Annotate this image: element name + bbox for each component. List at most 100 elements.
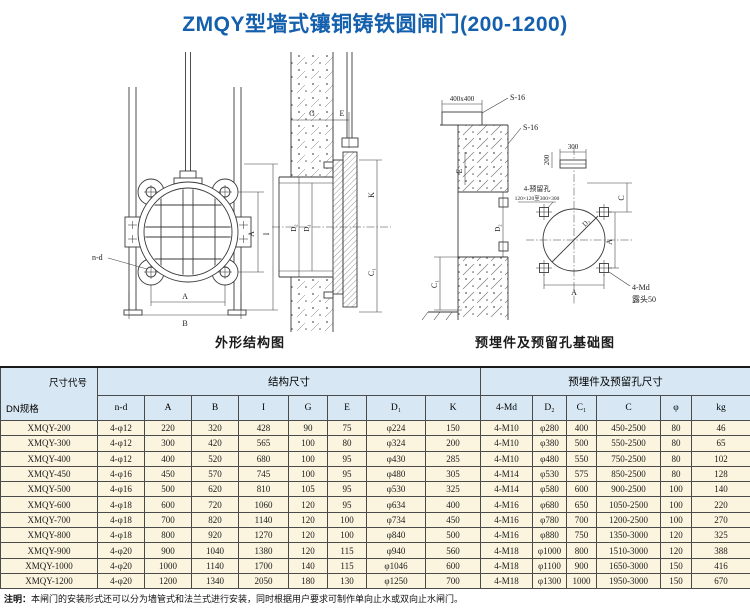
label-n-d: n-d [92, 253, 103, 262]
table-cell: 700 [566, 511, 597, 529]
label-S16-b: S-16 [523, 123, 538, 132]
table-row: XMQY-500 4-φ16 500 620 810 105 95 φ530 325 4-M14 φ… [0, 481, 750, 498]
table-cell: 100 [288, 435, 328, 452]
table-cell: φ680 [532, 496, 567, 513]
table-cell: 1140 [191, 557, 239, 574]
table-cell: 120 [288, 527, 328, 544]
table-row: XMQY-800 4-φ18 800 920 1270 120 100 φ840 500 4-M1… [0, 527, 750, 544]
table-cell: 4-φ18 [97, 496, 145, 513]
table-cell: 900-2500 [596, 481, 661, 498]
row-model: XMQY-400 [0, 450, 98, 467]
label-D2-plan: D₂ [581, 217, 592, 228]
corner-label-dn-spec: DN规格 [6, 404, 39, 415]
table-cell: 800 [144, 527, 192, 544]
table-cell: 95 [327, 465, 367, 483]
table-cell: φ324 [366, 435, 426, 452]
table-cell: 95 [327, 496, 367, 513]
table-cell: 520 [191, 450, 239, 467]
table-cell: 95 [327, 481, 367, 498]
label-A-plan-h: A [571, 288, 577, 297]
table-cell: 600 [144, 496, 192, 513]
table-cell: 416 [690, 557, 750, 574]
table-cell: 1000 [566, 572, 597, 590]
corner-lugs [137, 178, 239, 286]
diagonal-header-cell: 尺寸代号 DN规格 [0, 366, 98, 421]
table-row: XMQY-1200 4-φ20 1200 1340 2050 180 130 φ1250 700… [0, 572, 750, 590]
table-cell: 600 [566, 481, 597, 498]
table-cell: 565 [238, 435, 289, 452]
table-cell: 1040 [191, 542, 239, 559]
label-D2-section: D₂ [290, 224, 298, 232]
table-cell: 4-M14 [480, 465, 533, 483]
table-cell: 4-φ20 [97, 542, 145, 559]
table-cell: 575 [566, 465, 597, 483]
label-A-plan-v: A [605, 239, 614, 245]
table-cell: 4-M16 [480, 527, 533, 544]
table-cell: φ840 [366, 527, 426, 544]
table-cell: 300 [144, 435, 192, 452]
table-cell: 810 [238, 481, 289, 498]
table-cell: 180 [288, 572, 328, 590]
group-header-structure: 结构尺寸 [97, 366, 481, 396]
table-row: XMQY-200 4-φ12 220 320 428 90 75 φ224 150 4-M10 φ2… [0, 419, 750, 437]
table-cell: φ1046 [366, 557, 426, 574]
table-body: XMQY-200 4-φ12 220 320 428 90 75 φ224 150 4-M10 φ2… [0, 419, 750, 590]
label-200: 200 [543, 154, 551, 165]
table-cell: 800 [566, 542, 597, 559]
gate-stem [173, 52, 203, 189]
table-cell: 120 [660, 527, 692, 544]
plate-detail: 300 200 [543, 143, 587, 169]
label-4-holes: 4-预留孔 [524, 184, 551, 193]
table-cell: 750-2500 [596, 450, 661, 467]
table-cell: φ634 [366, 496, 426, 513]
table-cell: 100 [288, 465, 328, 483]
table-cell: 4-φ18 [97, 527, 145, 544]
row-model: XMQY-500 [0, 481, 98, 498]
table-cell: 450-2500 [596, 419, 661, 437]
table-cell: 325 [425, 481, 481, 498]
table-cell: φ530 [532, 465, 567, 483]
row-model: XMQY-600 [0, 496, 98, 513]
table-cell: 80 [660, 450, 692, 467]
spec-table: 尺寸代号 DN规格 结构尺寸 预埋件及预留孔尺寸 n-d A B I G E D₁ K 4-Md… [0, 366, 750, 590]
row-model: XMQY-1200 [0, 572, 98, 590]
row-model: XMQY-700 [0, 511, 98, 529]
section-callouts: 400x400 S-16 S-16 E C₁ D₂ [430, 93, 538, 311]
table-cell: 130 [327, 572, 367, 590]
label-G: G [309, 109, 315, 118]
table-cell: 570 [191, 465, 239, 483]
table-cell: 120 [288, 511, 328, 529]
row-model: XMQY-450 [0, 465, 98, 483]
table-cell: 80 [660, 465, 692, 483]
table-cell: φ280 [532, 419, 567, 437]
corner-label-size-code: 尺寸代号 [48, 378, 87, 389]
table-cell: 4-φ18 [97, 511, 145, 529]
table-cell: 120 [660, 542, 692, 559]
table-row: XMQY-450 4-φ16 450 570 745 100 95 φ480 305 4-M14 φ… [0, 465, 750, 483]
table-cell: φ734 [366, 511, 426, 529]
row-model: XMQY-900 [0, 542, 98, 559]
table-cell: 4-M18 [480, 557, 533, 574]
label-E-right: E [455, 168, 464, 173]
table-cell: 500 [425, 527, 481, 544]
table-cell: 560 [425, 542, 481, 559]
table-cell: 650 [566, 496, 597, 513]
table-row: XMQY-600 4-φ18 600 720 1060 120 95 φ634 400 4-M16… [0, 496, 750, 513]
table-cell: 4-M16 [480, 496, 533, 513]
group-header-embedded: 预埋件及预留孔尺寸 [479, 366, 750, 396]
table-cell: 100 [660, 496, 692, 513]
section-view: G E D₂ D₁ K C₁ [272, 52, 391, 332]
row-model: XMQY-300 [0, 435, 98, 452]
table-cell: 4-φ16 [97, 481, 145, 498]
table-cell: 4-M10 [480, 450, 533, 467]
table-cell: 320 [191, 419, 239, 437]
table-cell: 150 [660, 572, 692, 590]
table-cell: 1380 [238, 542, 289, 559]
table-cell: 100 [288, 450, 328, 467]
table-cell: 4-M14 [480, 481, 533, 498]
table-cell: 1510-3000 [596, 542, 661, 559]
table-cell: 1200 [144, 572, 192, 590]
row-model: XMQY-1000 [0, 557, 98, 574]
table-cell: 305 [425, 465, 481, 483]
